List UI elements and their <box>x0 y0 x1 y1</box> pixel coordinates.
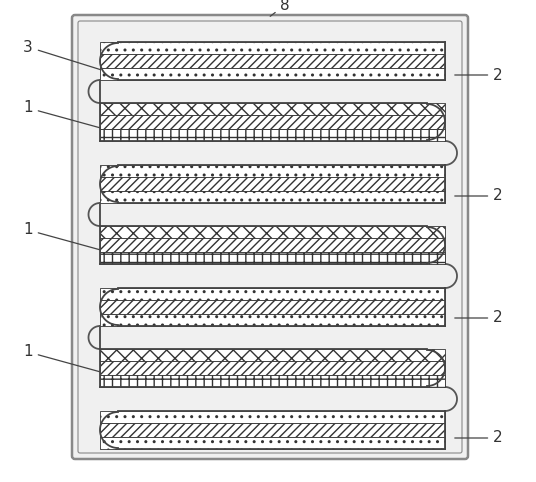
Text: 8: 8 <box>270 0 290 16</box>
Bar <box>100 191 445 203</box>
Bar <box>100 238 445 252</box>
Text: 1: 1 <box>23 101 105 129</box>
Bar <box>100 115 445 129</box>
Bar <box>100 300 445 314</box>
Bar <box>100 42 445 54</box>
Bar <box>100 68 445 80</box>
Bar <box>100 314 445 326</box>
Bar <box>100 288 445 300</box>
Text: 1: 1 <box>23 345 105 373</box>
FancyBboxPatch shape <box>100 349 445 387</box>
Bar <box>100 423 445 437</box>
Bar <box>100 54 445 68</box>
FancyBboxPatch shape <box>100 103 445 141</box>
FancyBboxPatch shape <box>100 411 445 449</box>
FancyBboxPatch shape <box>100 226 445 264</box>
Bar <box>100 129 445 141</box>
Bar <box>100 177 445 191</box>
Text: 2: 2 <box>455 188 503 203</box>
Bar <box>100 411 445 423</box>
Bar <box>100 437 445 449</box>
Bar <box>100 252 445 264</box>
Bar <box>100 103 445 115</box>
Bar <box>100 226 445 238</box>
Text: 2: 2 <box>455 67 503 82</box>
Text: 3: 3 <box>23 40 106 71</box>
FancyBboxPatch shape <box>72 15 468 459</box>
Bar <box>100 349 445 361</box>
FancyBboxPatch shape <box>100 165 445 203</box>
Bar <box>100 375 445 387</box>
FancyBboxPatch shape <box>100 288 445 326</box>
Bar <box>100 361 445 375</box>
FancyBboxPatch shape <box>100 42 445 80</box>
Text: 2: 2 <box>455 430 503 445</box>
Text: 1: 1 <box>23 223 105 251</box>
Bar <box>100 165 445 177</box>
Text: 2: 2 <box>455 310 503 325</box>
